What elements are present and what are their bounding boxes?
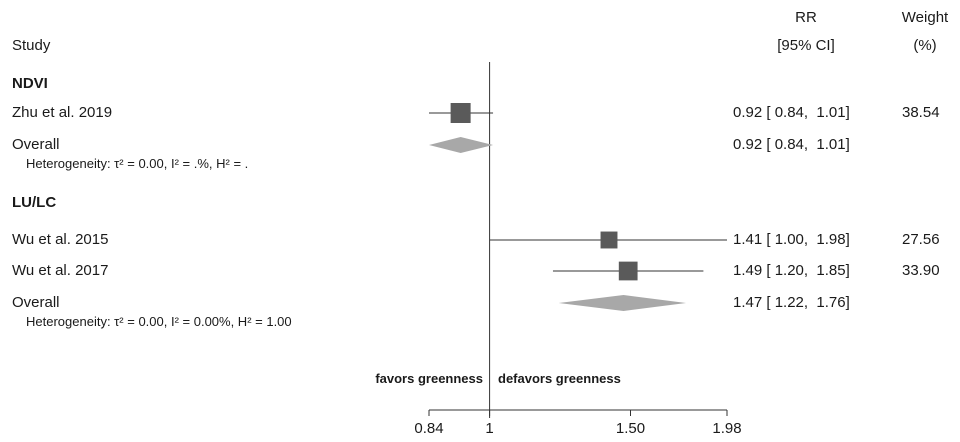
overall-diamond [429,137,494,153]
study-label: Zhu et al. 2019 [12,104,113,121]
study-column-header: Study [12,37,51,54]
group-label-ndvi: NDVI [12,75,48,92]
study-estimate: 1.41 [ 1.00, 1.98] [733,231,850,248]
rr-column-header: RR [795,9,817,26]
study-weight: 33.90 [902,262,940,279]
weight-unit-header: (%) [913,37,937,54]
ci-column-header: [95% CI] [777,37,835,54]
study-estimate: 1.49 [ 1.20, 1.85] [733,262,850,279]
study-estimate: 0.92 [ 0.84, 1.01] [733,104,850,121]
study-weight: 38.54 [902,104,940,121]
study-label: Wu et al. 2017 [12,262,109,279]
x-tick-label: 1.50 [616,420,645,437]
x-tick-label: 1.98 [712,420,741,437]
favor-right-label: defavors greenness [498,371,621,386]
study-marker [618,261,638,281]
heterogeneity-stats: Heterogeneity: τ² = 0.00, I² = .%, H² = … [26,156,249,171]
study-label: Wu et al. 2015 [12,231,109,248]
overall-diamond [558,295,687,311]
study-weight: 27.56 [902,231,940,248]
x-tick-label: 1 [485,420,493,437]
overall-estimate: 1.47 [ 1.22, 1.76] [733,294,850,311]
overall-estimate: 0.92 [ 0.84, 1.01] [733,136,850,153]
overall-label: Overall [12,294,60,311]
group-label-lulc: LU/LC [12,194,57,211]
heterogeneity-stats: Heterogeneity: τ² = 0.00, I² = 0.00%, H²… [26,314,292,329]
study-marker [600,231,618,249]
favor-left-label: favors greenness [375,371,483,386]
weight-column-header: Weight [901,9,949,26]
x-tick-label: 0.84 [414,420,443,437]
study-marker [450,103,471,123]
overall-label: Overall [12,136,60,153]
